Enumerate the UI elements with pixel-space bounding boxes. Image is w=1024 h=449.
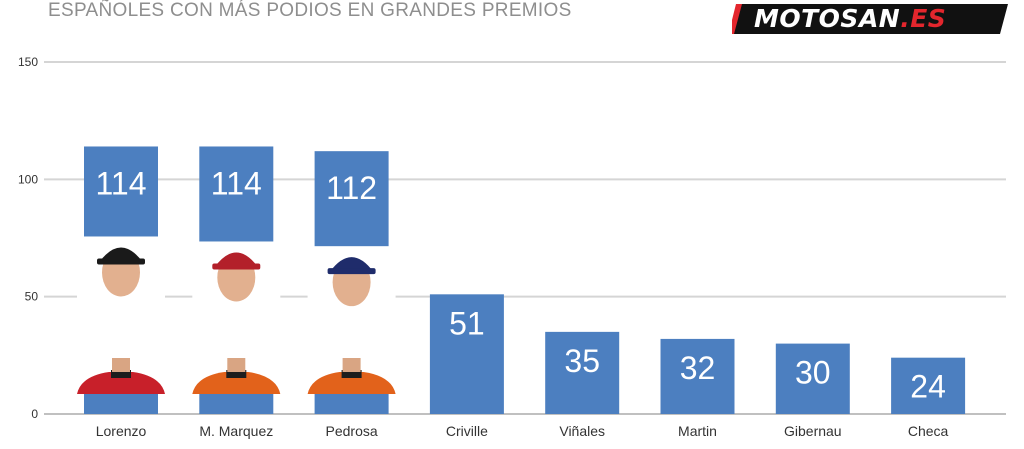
bar-value-label: 51: [449, 305, 485, 341]
x-tick-label: Martin: [678, 423, 717, 439]
bar-value-label: 32: [680, 350, 716, 386]
rider-photo: [77, 236, 165, 394]
bar-value-label: 114: [211, 165, 262, 201]
bar-7: [891, 357, 966, 414]
motosan-logo: MOTOSAN.ES: [732, 4, 1008, 34]
x-tick-label: M. Marquez: [199, 423, 273, 439]
bar-4: [545, 331, 620, 414]
bar-value-label: 24: [910, 369, 946, 405]
logo-banner-shape: [732, 4, 1008, 34]
bar-value-label: 30: [795, 355, 831, 391]
bar-value-label: 35: [564, 343, 600, 379]
y-tick-label: 150: [18, 55, 38, 69]
x-tick-label: Gibernau: [784, 423, 842, 439]
x-tick-label: Checa: [908, 423, 949, 439]
y-tick-label: 0: [31, 407, 38, 421]
x-tick-label: Viñales: [559, 423, 605, 439]
bar-6: [775, 343, 850, 414]
logo-main-text: MOTOSAN: [754, 4, 901, 33]
rider-photo: [192, 241, 281, 394]
bar-5: [660, 338, 735, 414]
logo-text: MOTOSAN.ES: [754, 4, 946, 34]
bar-value-label: 114: [95, 165, 146, 201]
rider-photo: [307, 246, 396, 394]
y-tick-label: 50: [25, 290, 39, 304]
bar-value-label: 112: [326, 170, 377, 206]
chart-title: ESPAÑOLES CON MÁS PODIOS EN GRANDES PREM…: [48, 0, 572, 21]
bar-3: [429, 294, 504, 414]
logo-tld-text: .ES: [900, 4, 947, 33]
y-tick-label: 100: [18, 172, 38, 186]
x-tick-label: Lorenzo: [96, 423, 147, 439]
x-tick-label: Pedrosa: [326, 423, 378, 439]
x-tick-label: Criville: [446, 423, 488, 439]
